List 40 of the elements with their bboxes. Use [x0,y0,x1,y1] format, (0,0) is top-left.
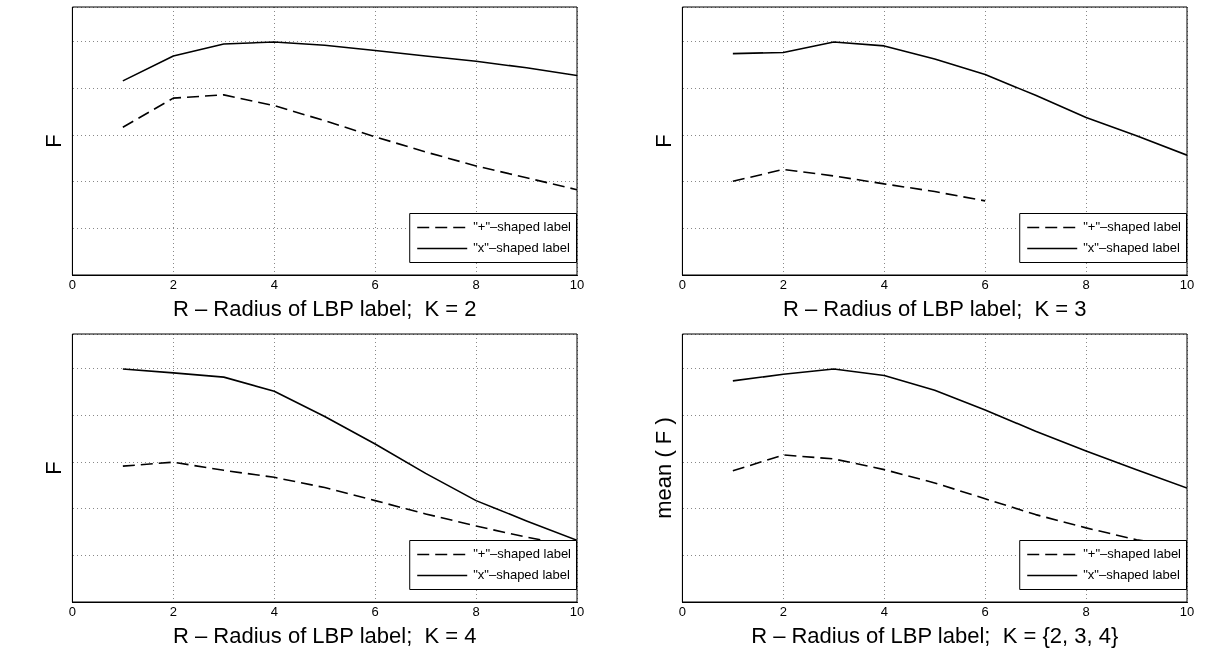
x-axis-title: R – Radius of LBP label; K = {2, 3, 4} [751,622,1119,648]
x-tick-label: 10 [569,604,585,620]
x-tick-label: 0 [678,277,687,293]
legend-label: "+"–shaped label [473,546,572,562]
legend-label: "x"–shaped label [473,567,571,583]
x-axis-title: R – Radius of LBP label; K = 2 [172,295,477,321]
legend-label: "+"–shaped label [1083,546,1182,562]
x-axis-title: R – Radius of LBP label; K = 4 [172,622,477,648]
x-tick-label: 10 [569,277,585,293]
x-tick-label: 2 [169,604,177,620]
x-tick-label: 10 [1179,604,1195,620]
x-tick-label: 6 [371,604,379,620]
x-tick-label: 0 [68,277,77,293]
legend-label: "x"–shaped label [1083,240,1181,256]
x-tick-label: 0 [678,604,687,620]
x-tick-label: 0 [68,604,77,620]
x-tick-label: 6 [981,604,989,620]
x-tick-label: 4 [880,277,888,293]
x-tick-label: 8 [1082,604,1090,620]
legend-label: "+"–shaped label [1083,219,1182,235]
x-tick-label: 2 [169,277,177,293]
x-tick-label: 8 [1082,277,1090,293]
legend-label: "x"–shaped label [473,240,571,256]
x-tick-label: 6 [981,277,989,293]
x-tick-label: 8 [472,604,480,620]
y-axis-title: F [41,461,67,475]
x-tick-label: 2 [779,604,787,620]
x-tick-label: 4 [270,277,278,293]
y-axis-title: F [651,134,677,148]
x-tick-label: 6 [371,277,379,293]
x-tick-label: 4 [880,604,888,620]
y-axis-title: F [41,134,67,148]
legend-label: "+"–shaped label [473,219,572,235]
x-axis-title: R – Radius of LBP label; K = 3 [782,295,1087,321]
x-tick-label: 8 [472,277,480,293]
legend-label: "x"–shaped label [1083,567,1181,583]
y-axis-title: mean ( F ) [651,417,677,519]
x-tick-label: 2 [779,277,787,293]
x-tick-label: 10 [1179,277,1195,293]
x-tick-label: 4 [270,604,278,620]
